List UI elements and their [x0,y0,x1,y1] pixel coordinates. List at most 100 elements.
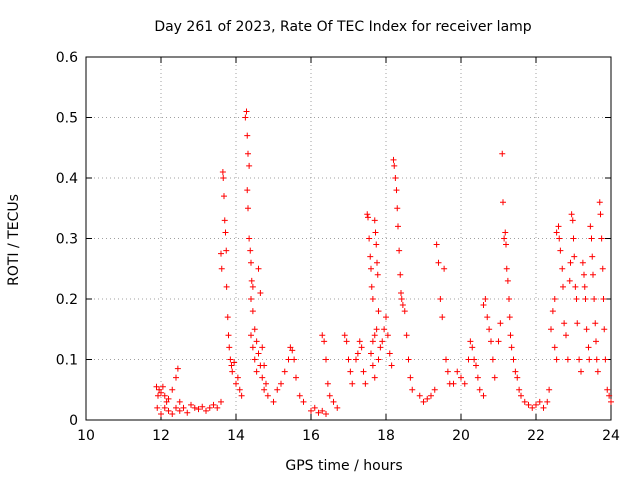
data-point [398,289,404,296]
data-point [253,368,260,375]
data-point [491,374,498,381]
data-point [507,332,514,339]
data-point [245,150,251,157]
data-point [236,386,243,393]
data-point [375,356,382,363]
y-tick-label: 0 [69,413,78,429]
data-point [503,265,510,272]
data-point [249,283,256,290]
data-point [347,368,354,375]
data-point [593,356,600,363]
data-point [397,271,404,278]
data-point [559,265,566,272]
plot-frame [85,56,612,421]
data-point [343,338,350,345]
data-point [461,380,468,387]
data-point [369,296,376,302]
data-point [323,410,329,417]
data-point [570,235,577,242]
data-point [444,368,451,375]
data-point [165,407,172,414]
data-point [433,241,440,248]
data-point [588,235,595,242]
data-point [544,398,551,405]
data-point [582,296,589,302]
data-point [567,259,574,266]
data-point [191,404,198,411]
data-point [308,407,314,414]
data-point [396,247,403,254]
data-point [495,338,502,345]
data-point [428,392,434,399]
data-point [210,401,217,408]
data-point [291,356,298,363]
data-point [244,187,251,194]
data-point [536,398,543,405]
data-point [553,229,560,236]
data-point [257,362,264,369]
data-point [480,392,487,399]
data-point [353,356,359,363]
data-point [551,344,558,351]
data-point [222,229,229,236]
data-point [371,217,378,224]
data-point [571,253,578,260]
y-tick-label: 0.5 [56,111,78,127]
data-point [231,359,238,366]
x-tick-label: 14 [227,428,245,444]
data-point [407,374,414,381]
axis-ticks: 10 12 14 16 18 20 22 24 0 0.1 0.2 0.3 0.4 0.5 0.6 [56,50,620,444]
data-point [311,404,318,411]
data-point [229,368,236,375]
data-point [581,271,587,278]
data-point [555,223,562,230]
x-tick-label: 22 [527,428,545,444]
data-point [349,380,356,387]
data-point [234,374,241,381]
data-point [591,296,598,302]
data-point [368,265,374,272]
data-points [153,108,614,417]
data-point [169,410,176,417]
data-point [300,398,307,405]
data-point [518,392,524,399]
data-point [405,356,412,363]
data-point [549,308,556,315]
data-point [504,277,511,284]
data-point [315,409,322,416]
data-point [500,199,506,206]
data-point [403,332,410,339]
data-point [161,392,168,399]
data-point [219,168,226,175]
data-point [590,271,596,278]
data-point [173,404,179,411]
data-point [261,386,268,393]
data-point [592,320,599,327]
data-point [248,259,254,266]
data-point [608,398,614,405]
data-point [497,320,504,327]
data-point [319,332,326,339]
data-point [501,235,508,242]
data-point [253,338,260,345]
data-point [388,362,395,369]
data-point [341,332,348,339]
data-point [431,386,438,393]
data-point [354,350,361,357]
data-point [195,406,202,413]
data-point [365,214,371,221]
data-point [587,223,594,230]
data-point [368,283,375,290]
data-point [510,356,517,363]
data-point [371,374,378,381]
data-point [569,217,576,224]
data-point [573,296,580,302]
data-point [416,392,423,399]
data-point [401,308,408,315]
data-point [589,253,596,260]
data-point [220,175,227,181]
data-point [546,386,553,393]
data-point [334,404,341,411]
data-point [557,247,564,254]
